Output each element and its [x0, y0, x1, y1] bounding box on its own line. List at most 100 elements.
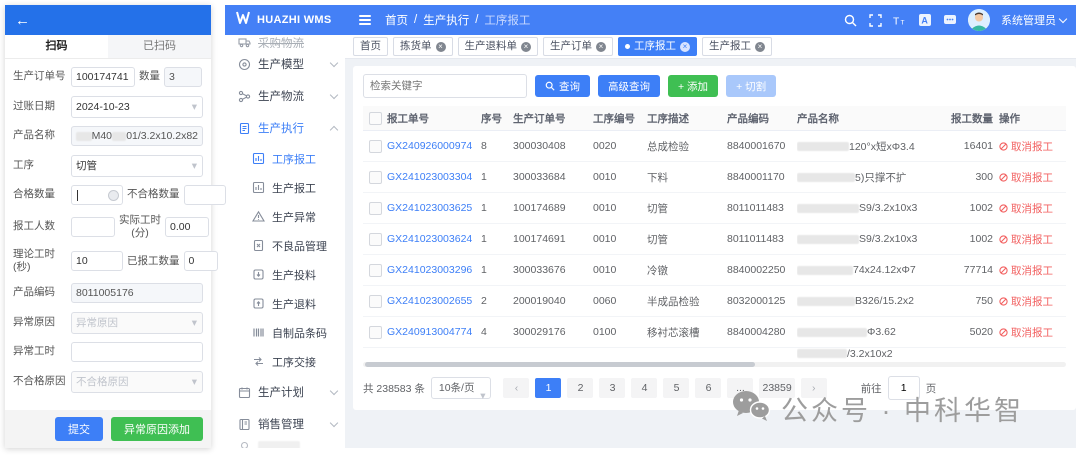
abnormal-time-input[interactable]	[71, 342, 203, 362]
back-icon[interactable]: ←	[15, 11, 30, 29]
cut-button-disabled[interactable]: + 切割	[726, 75, 777, 97]
product-code-input[interactable]	[71, 283, 203, 303]
cancel-report-action[interactable]: 取消报工	[999, 201, 1063, 216]
chevron-down-icon	[329, 418, 339, 427]
sidebar-item-process-report[interactable]: 工序报工	[225, 144, 345, 173]
row-checkbox[interactable]	[368, 325, 382, 339]
search-input[interactable]	[363, 74, 527, 98]
horizontal-scrollbar[interactable]	[363, 362, 1066, 367]
fullscreen-icon[interactable]	[868, 13, 882, 27]
view-tab-home[interactable]: 首页	[353, 37, 388, 56]
product-name-input[interactable]: M40 01/3.2x10.2x82	[71, 126, 203, 146]
next-page-button[interactable]: ›	[800, 378, 827, 398]
report-no-link[interactable]: GX241023003296	[387, 264, 473, 276]
scrollbar-thumb[interactable]	[365, 362, 755, 367]
sidebar-item-partial[interactable]	[225, 440, 345, 448]
close-icon[interactable]: ×	[596, 41, 606, 52]
page-button-2[interactable]: 2	[567, 378, 594, 398]
theory-time-input[interactable]	[71, 251, 123, 272]
order-no-input[interactable]	[71, 67, 135, 87]
message-icon[interactable]	[943, 13, 957, 27]
work-report-panel: ← 扫码 已扫码 生产订单号 数量 过账日期 2024-10-23 ▾ 产品名称	[5, 5, 226, 448]
report-no-link[interactable]: GX240926000974	[387, 140, 473, 152]
sidebar-item-production-execution[interactable]: 生产执行	[225, 112, 345, 144]
select-all-checkbox[interactable]	[368, 111, 382, 125]
ng-reason-select[interactable]: 不合格原因 ▾	[71, 370, 203, 393]
language-icon[interactable]: A	[918, 13, 932, 27]
row-checkbox[interactable]	[368, 263, 382, 277]
tab-scan[interactable]: 扫码	[5, 35, 108, 58]
cancel-report-action[interactable]: 取消报工	[999, 263, 1063, 278]
report-no-link[interactable]: GX241023003304	[387, 171, 473, 183]
process-select[interactable]: 切管 ▾	[71, 154, 203, 177]
cancel-report-action[interactable]: 取消报工	[999, 139, 1063, 154]
sidebar-item-material-return[interactable]: 生产退料	[225, 289, 345, 318]
page-button-4[interactable]: 4	[631, 378, 658, 398]
search-icon[interactable]	[843, 13, 857, 27]
sidebar-item-sales-management[interactable]: 销售管理	[225, 408, 345, 440]
report-no-link[interactable]: GX241023003624	[387, 233, 473, 245]
view-tab-process-report[interactable]: 工序报工 ×	[618, 37, 697, 56]
report-no-link[interactable]: GX240913004774	[387, 326, 473, 338]
avatar[interactable]	[968, 9, 990, 31]
advanced-query-button[interactable]: 高级查询	[598, 75, 660, 97]
clear-icon[interactable]	[108, 189, 119, 201]
cancel-report-action[interactable]: 取消报工	[999, 170, 1063, 185]
cancel-report-action[interactable]: 取消报工	[999, 325, 1063, 340]
add-button[interactable]: + 添加	[668, 75, 719, 97]
qty-input[interactable]	[164, 67, 202, 87]
view-tab-production-order[interactable]: 生产订单 ×	[543, 37, 613, 56]
sidebar-item-production-abnormal[interactable]: 生产异常	[225, 202, 345, 231]
sidebar-item-defect-management[interactable]: 不良品管理	[225, 231, 345, 260]
user-menu[interactable]: 系统管理员	[1001, 12, 1068, 28]
close-icon[interactable]: ×	[755, 41, 765, 52]
sidebar-item-production-plan[interactable]: 生产计划	[225, 376, 345, 408]
page-button-6[interactable]: 6	[695, 378, 722, 398]
sidebar-item-production-logistics[interactable]: 生产物流	[225, 80, 345, 112]
sidebar-item-production-report[interactable]: 生产报工	[225, 173, 345, 202]
submit-button[interactable]: 提交	[55, 417, 103, 441]
close-icon[interactable]: ×	[521, 41, 531, 52]
breadcrumb-section[interactable]: 生产执行	[423, 15, 470, 27]
page-button-3[interactable]: 3	[599, 378, 626, 398]
sidebar-item-material-feed[interactable]: 生产投料	[225, 260, 345, 289]
cancel-report-action[interactable]: 取消报工	[999, 232, 1063, 247]
sidebar-item-production-model[interactable]: 生产模型	[225, 48, 345, 80]
row-checkbox[interactable]	[368, 232, 382, 246]
row-checkbox[interactable]	[368, 294, 382, 308]
cancel-report-action[interactable]: 取消报工	[999, 294, 1063, 309]
row-checkbox[interactable]	[368, 139, 382, 153]
sidebar-item-process-handover[interactable]: 工序交接	[225, 347, 345, 376]
cell-op-code: 0010	[593, 264, 617, 276]
report-no-link[interactable]: GX241023002655	[387, 295, 473, 307]
page-button-5[interactable]: 5	[663, 378, 690, 398]
tab-scanned[interactable]: 已扫码	[108, 35, 211, 58]
sidebar-item-purchase-logistics[interactable]: 采购物流	[225, 35, 345, 48]
view-tab-production-report[interactable]: 生产报工 ×	[702, 37, 772, 56]
view-tab-material-return-order[interactable]: 生产退料单 ×	[457, 37, 538, 56]
reported-qty-input[interactable]	[183, 251, 218, 272]
prev-page-button[interactable]: ‹	[503, 378, 530, 398]
workers-input[interactable]	[71, 216, 115, 237]
query-button[interactable]: 查询	[535, 75, 590, 97]
sidebar-item-self-made-barcode[interactable]: 自制品条码	[225, 318, 345, 347]
page-button-last[interactable]: 23859	[759, 378, 795, 398]
actual-time-input[interactable]	[165, 216, 209, 237]
close-icon[interactable]: ×	[435, 41, 446, 52]
row-checkbox[interactable]	[368, 201, 382, 215]
breadcrumb-home[interactable]: 首页	[385, 15, 408, 27]
report-no-link[interactable]: GX241023003625	[387, 202, 473, 214]
page-size-select[interactable]: 10条/页 ▾	[430, 377, 492, 402]
menu-collapse-icon[interactable]	[359, 15, 371, 25]
goto-page-input[interactable]	[887, 376, 920, 400]
ng-qty-input[interactable]	[183, 185, 226, 205]
close-icon[interactable]: ×	[680, 41, 690, 52]
row-checkbox[interactable]	[368, 170, 382, 184]
abnormal-reason-select[interactable]: 异常原因 ▾	[71, 311, 203, 334]
post-date-select[interactable]: 2024-10-23 ▾	[71, 95, 203, 118]
view-tab-picklist[interactable]: 拣货单 ×	[393, 37, 453, 56]
page-button-1[interactable]: 1	[535, 378, 562, 398]
add-abnormal-reason-button[interactable]: 异常原因添加	[111, 417, 203, 441]
